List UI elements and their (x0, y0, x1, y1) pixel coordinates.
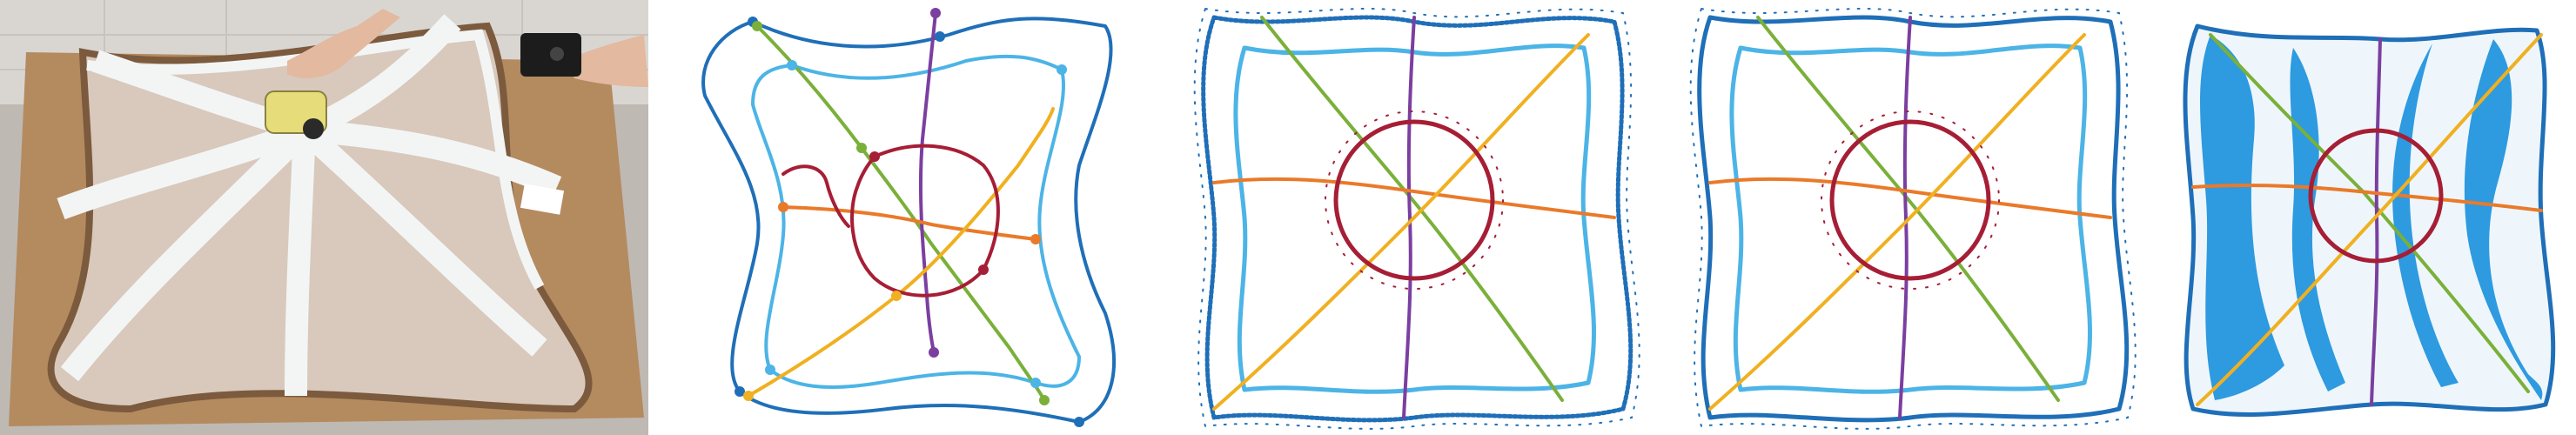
yellow-curve (1212, 33, 1590, 411)
crimson-circle (1333, 119, 1495, 281)
surface-panel (2145, 0, 2576, 435)
hand-icon (287, 9, 400, 78)
normals-panel-1 (1179, 0, 1649, 435)
purple-curve (918, 11, 937, 354)
purple-curve (1898, 16, 1912, 419)
yellow-curve (1708, 33, 2086, 411)
outer-boundary-curve (1201, 15, 1633, 423)
crimson-normals (1325, 110, 1504, 290)
curves-panel (670, 0, 1140, 435)
orange-curve (1212, 177, 1616, 219)
orange-curve (1708, 177, 2112, 219)
sample-points (735, 8, 1084, 427)
yellow-curve (747, 107, 1055, 398)
purple-curve (1402, 16, 1416, 419)
crimson-circle (2308, 128, 2444, 264)
crimson-circle (1829, 119, 1991, 281)
photo-illustration (0, 0, 648, 435)
crimson-tail (782, 164, 850, 228)
crimson-normals (1821, 110, 2000, 290)
photo-panel (0, 0, 648, 435)
hand-icon (566, 35, 648, 87)
outer-boundary-curve (1697, 15, 2130, 423)
inner-boundary-curve (1729, 44, 2092, 394)
yellow-curve (2196, 33, 2543, 406)
remote-control-icon (520, 33, 581, 77)
measuring-wheel-icon (265, 90, 327, 139)
inner-boundary-curve (1233, 44, 1596, 394)
outer-boundary-normals (1689, 8, 2137, 430)
outer-boundary-normals (1193, 8, 1640, 430)
green-curve (755, 24, 1046, 402)
normals-panel-2 (1675, 0, 2145, 435)
orange-curve (782, 205, 1037, 241)
orange-curve (2191, 183, 2543, 212)
crimson-loop (850, 144, 1000, 298)
